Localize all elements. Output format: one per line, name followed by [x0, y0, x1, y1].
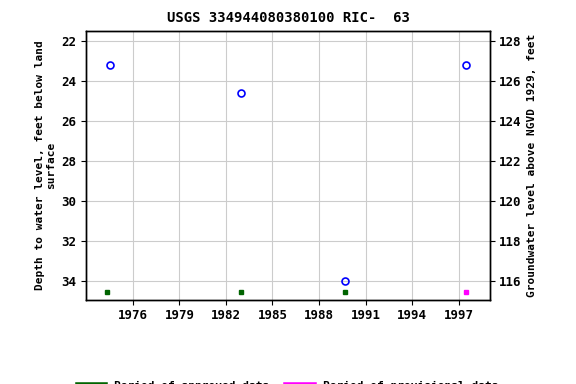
Legend: Period of approved data, Period of provisional data: Period of approved data, Period of provi… — [78, 381, 498, 384]
Y-axis label: Depth to water level, feet below land
surface: Depth to water level, feet below land su… — [35, 40, 56, 290]
Title: USGS 334944080380100 RIC-  63: USGS 334944080380100 RIC- 63 — [166, 12, 410, 25]
Y-axis label: Groundwater level above NGVD 1929, feet: Groundwater level above NGVD 1929, feet — [528, 33, 537, 297]
